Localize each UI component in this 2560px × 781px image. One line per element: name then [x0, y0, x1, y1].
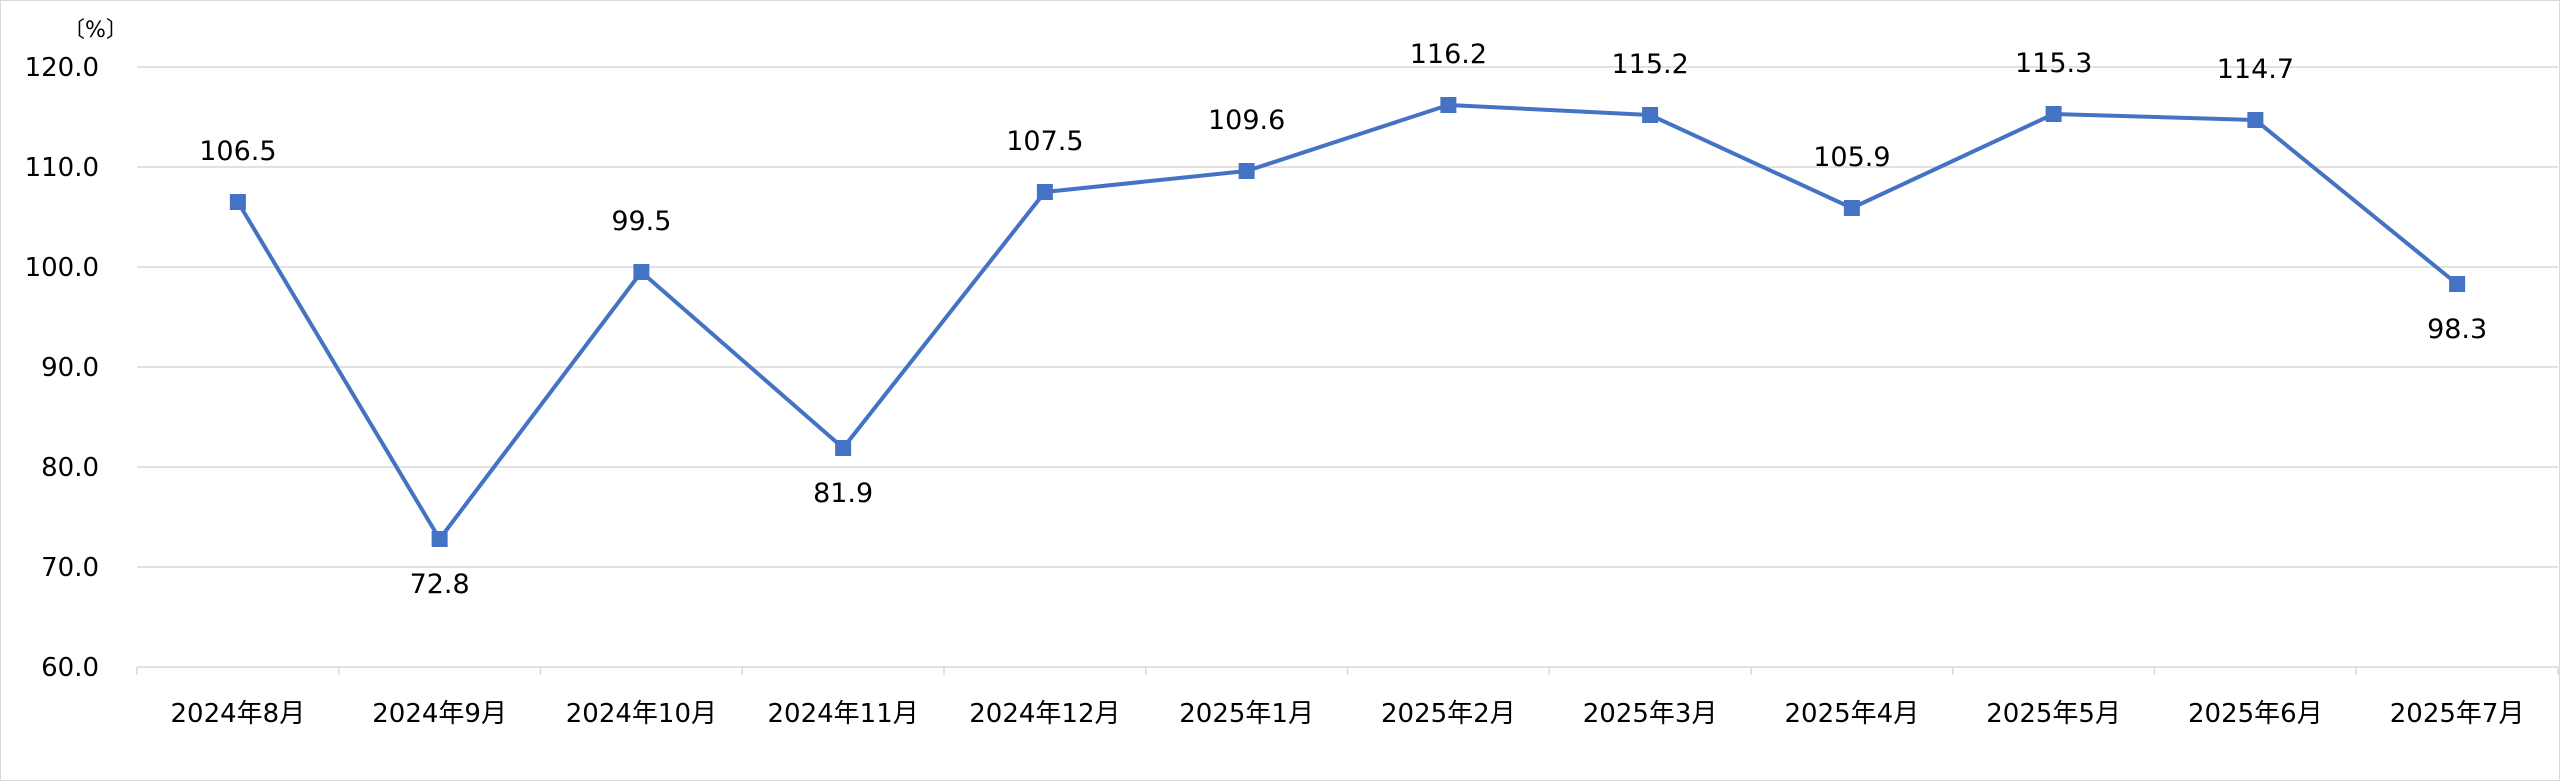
data-label: 114.7 — [2217, 54, 2294, 85]
data-point-marker — [229, 194, 246, 210]
data-point-marker — [1642, 107, 1659, 123]
data-point-marker — [1843, 200, 1860, 216]
data-label: 107.5 — [1006, 126, 1083, 157]
y-tick-label: 80.0 — [41, 453, 99, 483]
data-label: 106.5 — [199, 136, 276, 167]
y-tick-label: 110.0 — [25, 153, 99, 183]
data-point-marker — [835, 440, 852, 456]
series-line — [236, 103, 2459, 541]
y-tick-label: 70.0 — [41, 553, 99, 583]
x-tick-label: 2025年6月 — [2188, 699, 2323, 729]
gridlines — [137, 66, 2558, 568]
data-label: 109.6 — [1208, 105, 1285, 136]
x-tick-label: 2025年4月 — [1785, 699, 1920, 729]
data-label: 115.3 — [2015, 48, 2092, 79]
data-label: 115.2 — [1611, 49, 1688, 80]
data-point-marker — [2449, 276, 2466, 292]
x-axis: 2024年8月 2024年9月 2024年10月 2024年11月 2024年12月 20… — [136, 666, 2559, 729]
y-axis-ticks: 60.0 70.0 80.0 90.0 100.0 110.0 120.0 — [25, 53, 99, 683]
y-tick-label: 60.0 — [41, 653, 99, 683]
x-tick-label: 2024年12月 — [969, 699, 1120, 729]
x-tick-label: 2025年7月 — [2390, 699, 2525, 729]
data-label: 105.9 — [1813, 142, 1890, 173]
x-tick-label: 2024年10月 — [566, 699, 717, 729]
data-labels: 106.5 72.8 99.5 81.9 107.5 109.6 116.2 115.2 105… — [199, 39, 2487, 600]
data-label: 99.5 — [611, 206, 671, 237]
y-tick-label: 90.0 — [41, 353, 99, 383]
data-label: 98.3 — [2427, 314, 2487, 345]
x-tick-label: 2025年5月 — [1986, 699, 2121, 729]
x-tick-label: 2025年1月 — [1179, 699, 1314, 729]
data-point-marker — [431, 531, 448, 547]
y-axis-unit-label: 〔%〕 — [63, 18, 128, 43]
data-label: 72.8 — [410, 569, 470, 600]
y-tick-label: 100.0 — [25, 253, 99, 283]
data-point-marker — [2247, 112, 2264, 128]
data-point-marker — [1238, 163, 1255, 179]
data-label: 81.9 — [813, 478, 873, 509]
x-tick-label: 2024年8月 — [171, 699, 306, 729]
data-point-marker — [1036, 184, 1053, 200]
y-tick-label: 120.0 — [25, 53, 99, 83]
x-tick-label: 2025年3月 — [1583, 699, 1718, 729]
x-tick-label: 2024年9月 — [372, 699, 507, 729]
data-point-marker — [633, 264, 650, 280]
x-tick-label: 2024年11月 — [767, 699, 918, 729]
series — [229, 97, 2466, 547]
data-point-marker — [2045, 106, 2062, 122]
x-tick-label: 2025年2月 — [1381, 699, 1516, 729]
data-label: 116.2 — [1410, 39, 1487, 70]
data-point-marker — [1440, 97, 1457, 113]
